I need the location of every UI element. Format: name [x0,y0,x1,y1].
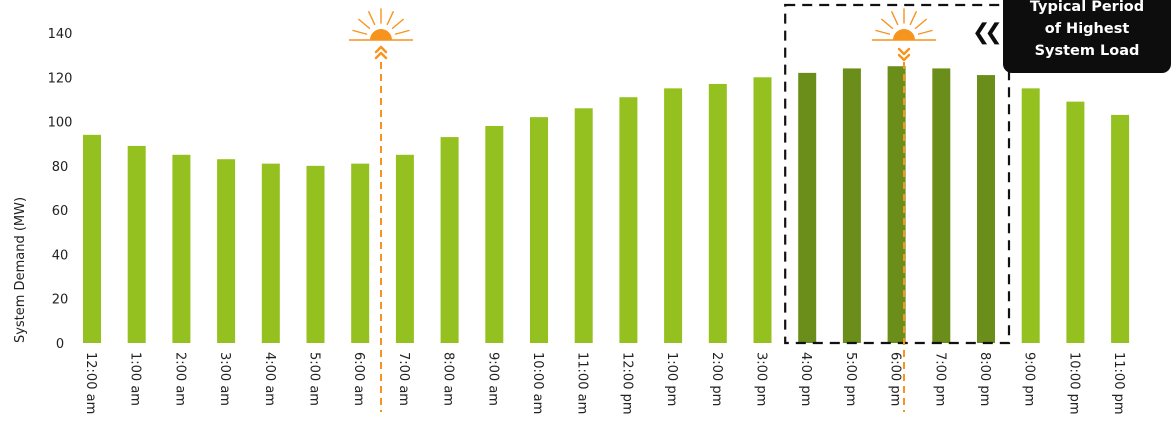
bar [932,68,951,343]
y-tick-label: 120 [48,71,73,86]
sun-ray [917,29,933,35]
sun-ray [386,11,394,26]
y-tick-label: 40 [52,248,69,263]
sun-ray [391,18,404,30]
sunset-icon [872,8,936,412]
bar [574,108,593,344]
y-tick-label: 20 [52,293,69,308]
y-tick-label: 80 [52,160,69,175]
sun-ray [909,11,917,26]
bar [887,66,906,343]
bar [530,117,548,344]
bars [83,66,1130,344]
chevron-up-icon [374,45,388,60]
x-tick-label: 12:00 am [83,352,98,414]
y-axis-ticks: 0 20 40 60 80 100 120 140 [48,27,73,352]
bar [977,75,995,344]
x-tick-label: 6:00 pm [888,352,903,406]
callout-line-3: System Load [1034,43,1140,59]
y-tick-label: 0 [56,337,64,352]
bar [753,77,772,344]
bar [798,72,817,343]
highest-load-box [784,3,1011,345]
bar [664,88,683,343]
bar [351,163,370,343]
bar [395,154,414,343]
x-tick-label: 12:00 pm [619,352,634,415]
x-tick-label: 2:00 pm [709,352,724,406]
bar [1066,101,1085,344]
y-tick-label: 140 [48,27,73,42]
sun-disc [893,29,915,40]
x-tick-label: 1:00 am [128,352,143,406]
chevron-left-icon: ❮❮ [972,20,1003,45]
x-tick-label: 4:00 pm [798,352,813,406]
x-tick-label: 7:00 am [396,352,411,406]
bar [217,159,236,343]
x-tick-label: 9:00 pm [1022,352,1037,406]
x-axis-ticks: 12:00 am 1:00 am 2:00 am 3:00 am 4:00 am 5:00… [83,352,1126,415]
bar [842,68,861,343]
bar [1111,114,1130,343]
x-tick-label: 5:00 pm [843,352,858,406]
x-tick-label: 8:00 am [441,352,456,406]
callout-line-1: Typical Period [1029,0,1145,15]
sun-ray [358,18,371,30]
bar [127,145,146,343]
x-tick-label: 3:00 am [217,352,232,406]
x-tick-label: 7:00 pm [932,352,947,406]
sun-ray [875,29,891,35]
x-tick-label: 1:00 pm [664,352,679,406]
highest-load-callout: Typical Period of Highest System Load [1003,0,1171,73]
y-axis-label: System Demand (MW) [13,197,28,343]
sun-ray [881,18,894,30]
x-tick-label: 4:00 am [262,352,277,406]
sun-ray [914,18,927,30]
chevron-down-icon [897,47,911,62]
bar [83,134,101,343]
bar [440,137,459,343]
bar [485,126,504,343]
x-tick-label: 11:00 pm [1111,352,1126,415]
x-tick-label: 9:00 am [485,352,500,406]
y-tick-label: 60 [52,204,69,219]
x-tick-label: 5:00 am [307,352,322,406]
callout-line-2: of Highest [1044,21,1130,37]
bar [1021,88,1040,343]
x-tick-label: 2:00 am [172,352,187,406]
sun-ray [352,29,368,35]
bar [261,163,280,343]
x-tick-label: 3:00 pm [754,352,769,406]
sun-disc [370,29,392,40]
bar [708,83,727,343]
bar [172,154,191,343]
bar [619,97,638,343]
x-tick-label: 10:00 am [530,352,545,414]
y-tick-label: 100 [48,116,73,131]
x-tick-label: 11:00 am [575,352,590,414]
sunrise-icon [349,8,413,412]
x-tick-label: 6:00 am [351,352,366,406]
x-tick-label: 8:00 pm [977,352,992,406]
sun-ray [891,11,899,26]
sun-ray [368,11,376,26]
sun-ray [394,29,410,35]
x-tick-label: 10:00 pm [1066,352,1081,415]
bar [306,165,325,343]
